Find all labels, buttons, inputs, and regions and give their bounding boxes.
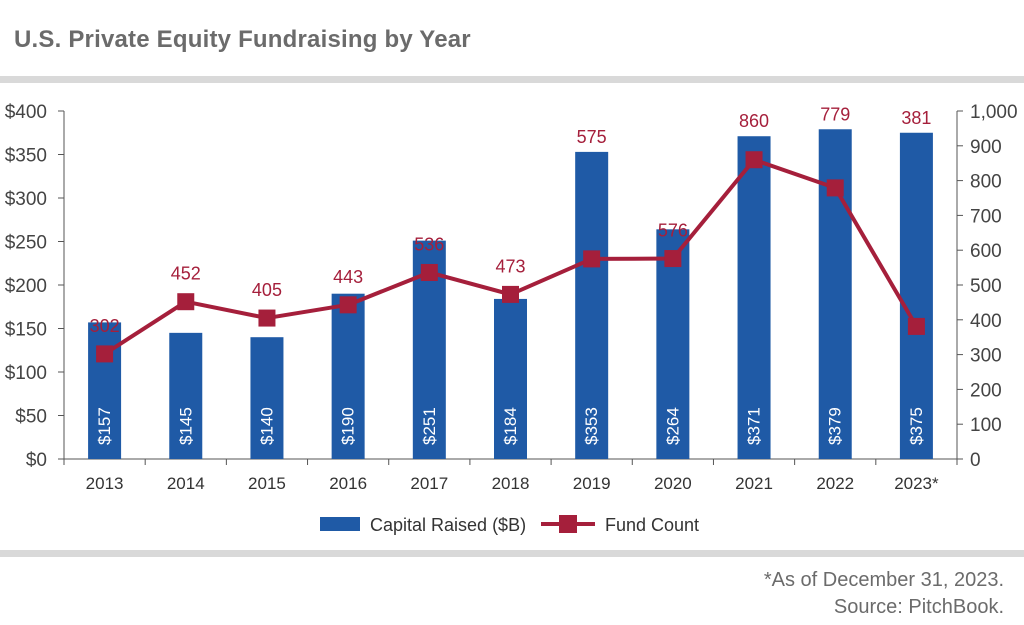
line-data-label: 860 (739, 111, 769, 131)
footnote: *As of December 31, 2023. (763, 569, 1004, 591)
legend-swatch-capital (320, 517, 360, 531)
line-marker (907, 317, 925, 335)
line-data-label: 779 (820, 104, 850, 124)
bar-data-label: $371 (745, 407, 764, 445)
line-marker (745, 151, 763, 169)
y-right-tick-label: 0 (970, 450, 981, 471)
source-note: Source: PitchBook. (833, 596, 1004, 618)
legend: Capital Raised ($B) Fund Count (320, 515, 699, 535)
line-data-label: 302 (90, 316, 120, 336)
x-tick-label: 2013 (86, 474, 124, 493)
bar-data-label: $190 (339, 407, 358, 445)
chart: $0 $50 $100 $150 $200 $250 $300 $350 $400 0 100 200… (5, 102, 1018, 535)
bar (899, 132, 933, 459)
y-right-tick-label: 800 (970, 172, 1002, 193)
chart-title: U.S. Private Equity Fundraising by Year (14, 26, 471, 53)
y-left-tick-label: $350 (5, 146, 47, 167)
chart-axes: $0 $50 $100 $150 $200 $250 $300 $350 $400 0 100 200… (5, 102, 1018, 493)
line-data-label: 405 (252, 280, 282, 300)
y-left-tick-label: $50 (15, 407, 47, 428)
bar (656, 229, 690, 459)
line-marker (177, 293, 195, 311)
y-right-tick-label: 500 (970, 276, 1002, 297)
bar (169, 332, 203, 459)
y-left-tick-label: $0 (26, 450, 47, 471)
x-tick-label: 2015 (248, 474, 286, 493)
line-marker (826, 179, 844, 197)
line-marker (420, 263, 438, 281)
y-right-tick-label: 100 (970, 415, 1002, 436)
line-marker (96, 345, 114, 363)
bar-data-label: $184 (501, 407, 520, 445)
y-left-tick-label: $400 (5, 102, 47, 123)
line-marker (258, 309, 276, 327)
bar-data-label: $157 (95, 407, 114, 445)
y-right-tick-label: 1,000 (970, 102, 1018, 123)
x-tick-label: 2023* (894, 474, 939, 493)
y-right-tick-label: 600 (970, 241, 1002, 262)
x-tick-label: 2022 (816, 474, 854, 493)
y-left-tick-label: $300 (5, 189, 47, 210)
line-labels: 302 452 405 443 536 473 575 576 860 779 381 (90, 104, 932, 336)
legend-label-capital: Capital Raised ($B) (370, 515, 526, 535)
x-tick-label: 2021 (735, 474, 773, 493)
line-marker (664, 250, 682, 268)
y-left-tick-label: $150 (5, 320, 47, 341)
y-right-tick-label: 300 (970, 346, 1002, 367)
x-tick-label: 2014 (167, 474, 205, 493)
line-series (96, 151, 925, 363)
bar (250, 337, 284, 459)
bar (494, 298, 527, 459)
bar-data-label: $264 (663, 407, 682, 445)
x-tick-label: 2018 (492, 474, 530, 493)
legend-label-fundcount: Fund Count (605, 515, 699, 535)
bar-data-label: $251 (420, 407, 439, 445)
bar (331, 293, 365, 459)
legend-marker-fundcount (559, 515, 577, 533)
x-tick-label: 2017 (410, 474, 448, 493)
x-tick-label: 2020 (654, 474, 692, 493)
y-left-tick-label: $100 (5, 363, 47, 384)
line-marker (339, 296, 357, 314)
bottom-divider (0, 550, 1024, 557)
line-marker (583, 250, 601, 268)
y-right-tick-label: 200 (970, 380, 1002, 401)
y-right-tick-label: 400 (970, 311, 1002, 332)
bar-data-label: $140 (257, 407, 276, 445)
bar (575, 151, 609, 459)
line-marker (502, 285, 519, 303)
y-left-tick-label: $250 (5, 233, 47, 254)
line-data-label: 381 (901, 108, 931, 128)
line-data-label: 443 (333, 267, 363, 287)
y-right-tick-label: 900 (970, 137, 1002, 158)
bar-data-label: $379 (826, 407, 845, 445)
line-data-label: 575 (577, 127, 607, 147)
y-right-tick-label: 700 (970, 206, 1002, 227)
x-tick-label: 2019 (573, 474, 611, 493)
bar (737, 136, 771, 460)
bar-labels: $157 $145 $140 $190 $251 $184 $353 $264 $371 $379… (95, 407, 926, 445)
bar-data-label: $353 (582, 407, 601, 445)
bar-data-label: $145 (176, 407, 195, 445)
line-data-label: 536 (414, 234, 444, 254)
bar-data-label: $375 (907, 407, 926, 445)
top-divider (0, 76, 1024, 83)
y-left-tick-label: $200 (5, 276, 47, 297)
line-data-label: 576 (658, 221, 688, 241)
line-data-label: 473 (495, 256, 525, 276)
line-data-label: 452 (171, 264, 201, 284)
x-tick-label: 2016 (329, 474, 367, 493)
